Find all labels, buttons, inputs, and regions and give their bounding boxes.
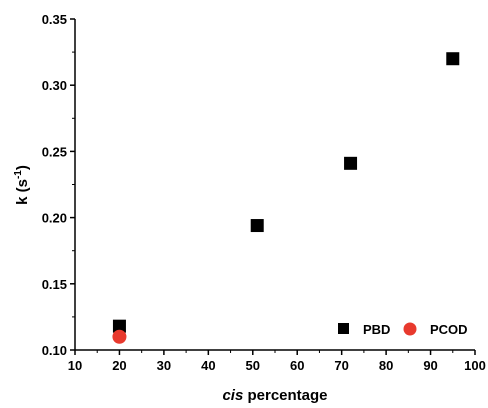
y-tick-label: 0.35 [42, 12, 67, 27]
y-tick-label: 0.10 [42, 343, 67, 358]
legend-label-pcod: PCOD [430, 322, 468, 337]
x-tick-label: 80 [379, 358, 393, 373]
legend-marker-pcod [403, 322, 417, 336]
y-tick-label: 0.15 [42, 277, 67, 292]
x-tick-label: 30 [157, 358, 171, 373]
y-tick-label: 0.25 [42, 144, 67, 159]
data-point-pbd [446, 52, 460, 66]
x-tick-label: 10 [68, 358, 82, 373]
data-marks [112, 52, 460, 344]
y-axis-label-close: ) [14, 165, 31, 170]
y-axis-label-superscript: -1 [13, 170, 24, 179]
x-tick-label: 50 [246, 358, 260, 373]
legend: PBD PCOD [338, 322, 468, 337]
x-tick-label: 70 [334, 358, 348, 373]
tick-marks [70, 18, 476, 355]
data-point-pbd [112, 319, 126, 333]
x-tick-label: 40 [201, 358, 215, 373]
x-axis-label: cis percentage [222, 387, 327, 404]
data-point-pbd [344, 156, 358, 170]
x-tick-label: 90 [423, 358, 437, 373]
tick-labels: 10 20 30 40 50 60 70 80 90 100 0.10 0.15 0.20 0.25 0.3… [42, 12, 486, 373]
legend-label-pbd: PBD [363, 322, 390, 337]
y-tick-label: 0.30 [42, 78, 67, 93]
x-axis-label-rest: percentage [243, 387, 327, 404]
axes [74, 19, 475, 351]
data-point-pbd [250, 219, 264, 233]
y-axis-label-main: k (s [14, 179, 31, 205]
x-axis-label-italic: cis [222, 387, 243, 404]
data-point-pcod [112, 329, 127, 344]
x-tick-label: 100 [464, 358, 486, 373]
y-tick-label: 0.20 [42, 211, 67, 226]
x-tick-label: 20 [112, 358, 126, 373]
x-tick-label: 60 [290, 358, 304, 373]
legend-marker-pbd [338, 323, 349, 334]
y-axis-label: k (s-1) [13, 165, 31, 205]
